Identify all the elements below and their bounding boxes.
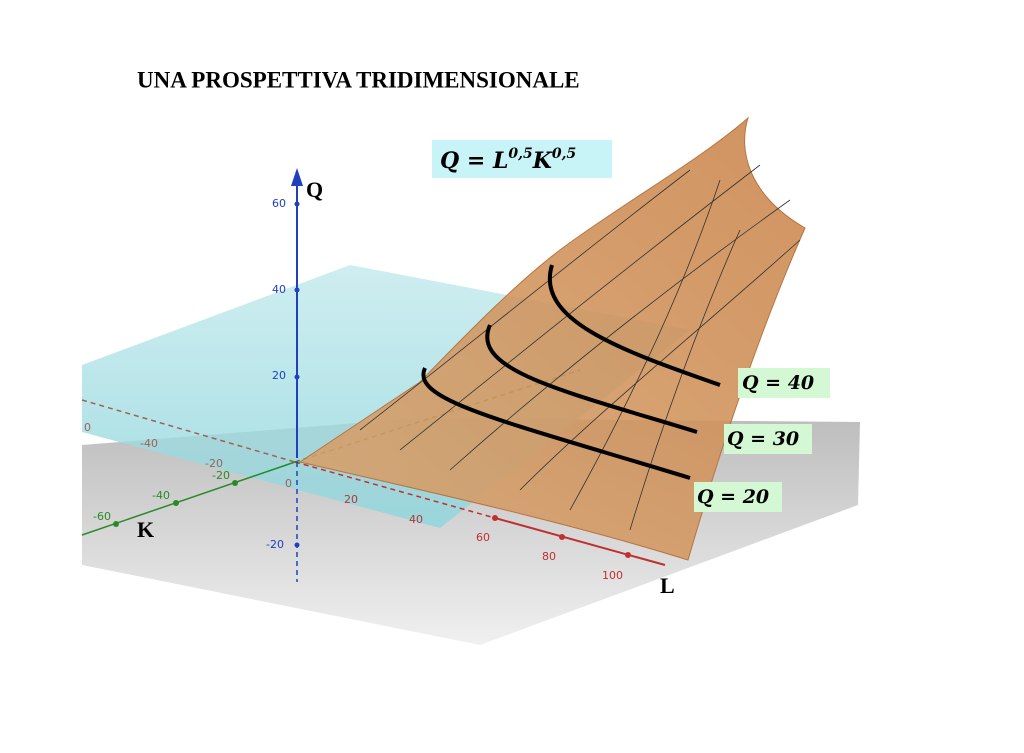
q-arrow xyxy=(291,168,303,186)
x-tick: -20 xyxy=(205,457,223,470)
isoquant-20 xyxy=(421,367,691,480)
l-tick: 40 xyxy=(409,513,423,526)
label-box xyxy=(738,368,830,398)
l-axis xyxy=(494,517,666,566)
x-tick: -40 xyxy=(140,437,158,450)
label-box xyxy=(724,424,812,454)
isoquant-label: Q = 30 xyxy=(727,428,799,450)
surface xyxy=(298,116,806,561)
l-axis-name: L xyxy=(660,573,675,598)
l-axis-dashed xyxy=(294,461,496,519)
k-tick: -20 xyxy=(212,469,230,482)
x-tick: 0 xyxy=(285,477,292,490)
formula: Q = L0,5K0,5 xyxy=(440,146,576,174)
isoquant-30 xyxy=(485,324,698,434)
x-tick: 0 xyxy=(84,421,91,434)
title: UNA PROSPETTIVA TRIDIMENSIONALE xyxy=(137,67,580,92)
l-tick: 60 xyxy=(476,531,490,544)
surface-grid xyxy=(359,164,801,531)
tick-dots xyxy=(113,201,631,558)
q-tick: 40 xyxy=(272,283,286,296)
l-tick: 20 xyxy=(344,493,358,506)
k-axis-name: K xyxy=(137,517,154,542)
isoquant-40 xyxy=(547,264,721,387)
k-tick: -60 xyxy=(93,510,111,523)
isoquant-label: Q = 40 xyxy=(742,372,814,394)
q-tick: 60 xyxy=(272,197,286,210)
k-tick: -40 xyxy=(152,489,170,502)
q-tick: -20 xyxy=(266,538,284,551)
l-tick: 100 xyxy=(602,569,623,582)
l-tick: 80 xyxy=(542,550,556,563)
q-axis-name: Q xyxy=(306,177,323,202)
x-axis xyxy=(81,399,296,463)
label-box xyxy=(694,482,782,512)
q-tick: 20 xyxy=(272,369,286,382)
isoquant-label: Q = 20 xyxy=(697,486,769,508)
formula-box xyxy=(432,140,612,178)
